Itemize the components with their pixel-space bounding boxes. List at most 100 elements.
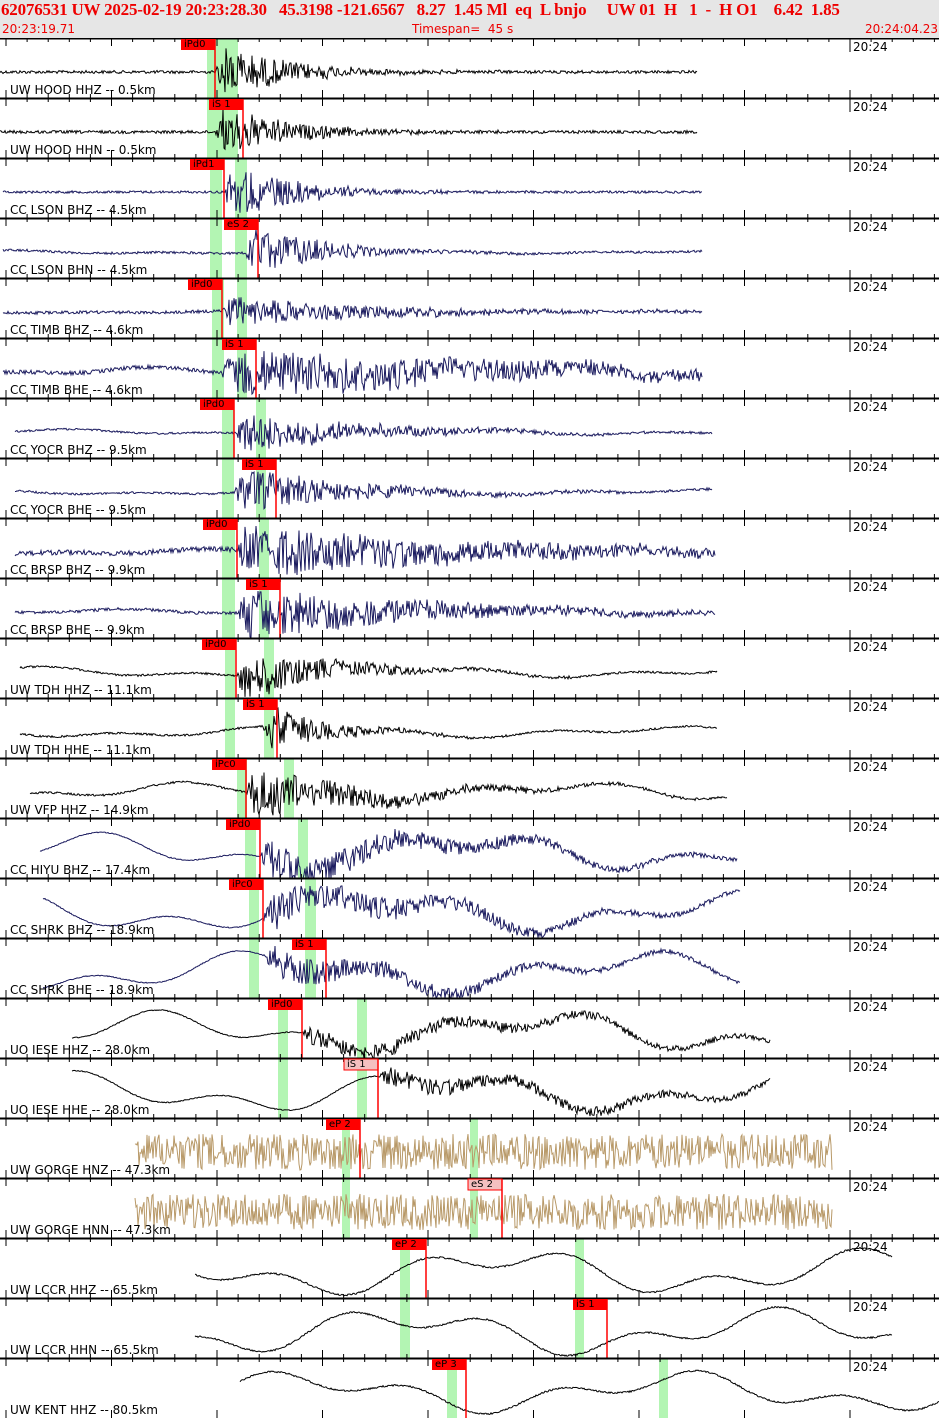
trace-row[interactable]: [0, 214, 939, 278]
predicted-s-window: [305, 938, 316, 998]
trace-row[interactable]: [0, 874, 939, 939]
pick-flag[interactable]: [203, 519, 237, 530]
waveform: [71, 1067, 771, 1117]
channel-label: UW LCCR HHZ -- 65.5km: [10, 1283, 158, 1297]
channel-label: UW VFP HHZ -- 14.9km: [10, 803, 149, 817]
waveform: [43, 945, 741, 1000]
pick-flag[interactable]: [190, 159, 224, 170]
trace-row[interactable]: [0, 694, 939, 758]
minute-tick-label: 20:24: [853, 1180, 888, 1194]
trace-row[interactable]: [0, 454, 939, 518]
pick-phase-label[interactable]: iPd0: [205, 639, 227, 650]
waveform: [14, 525, 716, 576]
pick-phase-label[interactable]: eS 2: [227, 219, 250, 230]
pick-phase-label[interactable]: iPd1: [193, 159, 215, 170]
trace-row[interactable]: [0, 1294, 939, 1358]
pick-flag[interactable]: [226, 819, 260, 830]
pick-phase-label[interactable]: eP 2: [329, 1119, 351, 1130]
pick-flag[interactable]: [246, 579, 280, 590]
trace-row[interactable]: [0, 634, 939, 698]
pick-flag[interactable]: [292, 939, 326, 950]
predicted-p-window: [210, 158, 222, 218]
pick-flag[interactable]: [229, 879, 263, 890]
pick-phase-label[interactable]: eS 2: [471, 1179, 494, 1190]
trace-row[interactable]: [0, 994, 939, 1059]
trace-row[interactable]: [0, 1174, 939, 1238]
pick-flag[interactable]: [243, 699, 277, 710]
seismogram-traces[interactable]: [0, 34, 939, 1418]
trace-row[interactable]: [0, 334, 939, 398]
waveform: [2, 297, 703, 326]
pick-flag[interactable]: [268, 999, 302, 1010]
trace-row[interactable]: [0, 814, 939, 879]
pick-flag[interactable]: [200, 399, 234, 410]
trace-row[interactable]: [0, 934, 939, 1000]
minute-tick-label: 20:24: [853, 880, 888, 894]
predicted-p-window: [447, 1358, 457, 1418]
predicted-s-window: [256, 458, 266, 518]
pick-flag[interactable]: [326, 1119, 360, 1130]
channel-label: UW HOOD HHZ -- 0.5km: [10, 83, 156, 97]
pick-phase-label[interactable]: iPd0: [191, 279, 213, 290]
channel-label: CC LSON BHZ -- 4.5km: [10, 203, 147, 217]
trace-row[interactable]: [0, 394, 939, 458]
predicted-p-window: [245, 818, 256, 878]
pick-phase-label[interactable]: eP 2: [395, 1239, 417, 1250]
trace-row[interactable]: [0, 274, 939, 338]
trace-row[interactable]: [0, 94, 939, 158]
pick-flag[interactable]: [209, 99, 243, 110]
waveform: [239, 1369, 939, 1416]
trace-row[interactable]: [0, 154, 939, 218]
pick-flag[interactable]: [222, 339, 256, 350]
pick-phase-label[interactable]: iPd0: [271, 999, 293, 1010]
minute-tick-label: 20:24: [853, 760, 888, 774]
predicted-s-window: [659, 1358, 668, 1418]
pick-flag[interactable]: [224, 219, 258, 230]
pick-phase-label[interactable]: iS 1: [246, 699, 265, 710]
pick-phase-label[interactable]: iS 1: [245, 459, 264, 470]
waveform: [71, 1009, 771, 1059]
pick-phase-label[interactable]: iPd0: [184, 39, 206, 50]
channel-label: UW KENT HHZ -- 80.5km: [10, 1403, 158, 1417]
pick-phase-label[interactable]: iPc0: [232, 879, 253, 890]
pick-flag[interactable]: [432, 1359, 466, 1370]
channel-label: UW GORGE HNZ -- 47.3km: [10, 1163, 171, 1177]
channel-label: CC LSON BHN -- 4.5km: [10, 263, 148, 277]
pick-flag[interactable]: [188, 279, 222, 290]
trace-row[interactable]: [0, 1114, 939, 1178]
pick-flag[interactable]: [392, 1239, 426, 1250]
waveform: [194, 1305, 893, 1357]
pick-phase-label[interactable]: iS 1: [212, 99, 231, 110]
trace-row[interactable]: [0, 754, 939, 818]
predicted-p-window: [222, 578, 235, 638]
channel-label: CC YOCR BHE -- 9.5km: [10, 503, 147, 517]
pick-phase-label[interactable]: iPd0: [206, 519, 228, 530]
waveform: [2, 172, 702, 213]
predicted-s-window: [264, 638, 274, 698]
pick-phase-label[interactable]: iS 1: [576, 1299, 595, 1310]
pick-flag[interactable]: [242, 459, 276, 470]
pick-flag[interactable]: [181, 39, 215, 50]
pick-phase-label[interactable]: iS 1: [295, 939, 314, 950]
trace-row[interactable]: [0, 1354, 939, 1418]
trace-row[interactable]: [0, 1234, 939, 1298]
minute-tick-label: 20:24: [853, 100, 888, 114]
predicted-p-window: [278, 998, 288, 1058]
pick-phase-label[interactable]: iPd0: [229, 819, 251, 830]
pick-phase-label[interactable]: iPd0: [203, 399, 225, 410]
pick-flag[interactable]: [212, 759, 246, 770]
seismogram-panel[interactable]: iPd0 UW HOOD HHZ -- 0.5km 20:24 iS 1 UW HOOD…: [0, 34, 939, 1418]
channel-label: UW TDH HHE -- 11.1km: [10, 743, 152, 757]
pick-phase-label[interactable]: iS 1: [249, 579, 268, 590]
trace-row[interactable]: [0, 1054, 939, 1118]
trace-row[interactable]: [0, 514, 939, 578]
pick-flag[interactable]: [573, 1299, 607, 1310]
predicted-p-window: [278, 1058, 288, 1118]
pick-phase-label[interactable]: eP 3: [435, 1359, 457, 1370]
pick-flag[interactable]: [202, 639, 236, 650]
pick-phase-label[interactable]: iS 1: [225, 339, 244, 350]
pick-phase-label[interactable]: iS 1: [347, 1059, 366, 1070]
trace-row[interactable]: [0, 574, 939, 639]
pick-phase-label[interactable]: iPc0: [215, 759, 236, 770]
waveform: [0, 48, 698, 93]
